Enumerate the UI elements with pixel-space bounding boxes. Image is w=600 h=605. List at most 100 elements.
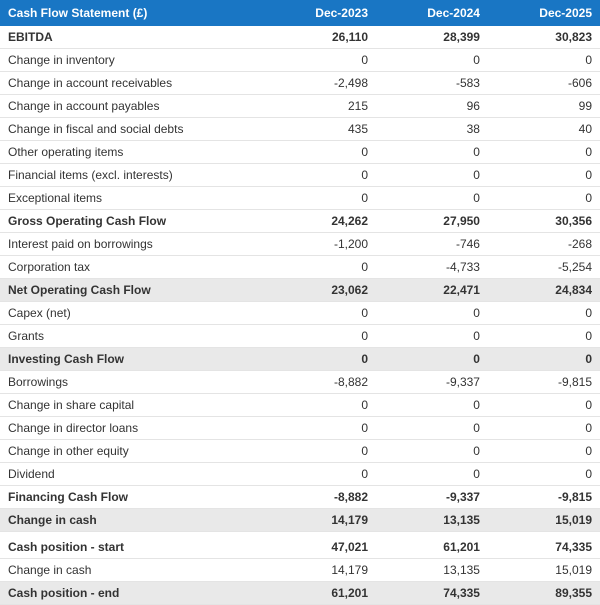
row-value: 23,062 <box>264 279 376 302</box>
row-value: -9,815 <box>488 486 600 509</box>
table-row: Change in account payables2159699 <box>0 95 600 118</box>
row-value: 27,950 <box>376 210 488 233</box>
row-label: Exceptional items <box>0 187 264 210</box>
row-value: 61,201 <box>376 536 488 559</box>
row-label: Change in other equity <box>0 440 264 463</box>
row-value: -268 <box>488 233 600 256</box>
table-row: Investing Cash Flow000 <box>0 348 600 371</box>
row-value: 0 <box>488 164 600 187</box>
row-value: 0 <box>264 394 376 417</box>
row-label: Change in director loans <box>0 417 264 440</box>
row-value: -1,200 <box>264 233 376 256</box>
table-row: Cash position - end61,20174,33589,355 <box>0 581 600 604</box>
row-value: 0 <box>264 302 376 325</box>
row-value: 0 <box>376 141 488 164</box>
row-value: 0 <box>488 417 600 440</box>
row-value: 24,834 <box>488 279 600 302</box>
row-value: 0 <box>488 463 600 486</box>
table-row: Capex (net)000 <box>0 302 600 325</box>
table-row: EBITDA26,11028,39930,823 <box>0 26 600 49</box>
table-row: Change in cash14,17913,13515,019 <box>0 509 600 532</box>
row-label: Change in inventory <box>0 49 264 72</box>
row-value: -5,254 <box>488 256 600 279</box>
row-value: 14,179 <box>264 509 376 532</box>
row-label: Change in account receivables <box>0 72 264 95</box>
row-value: 0 <box>376 463 488 486</box>
table-row: Other operating items000 <box>0 141 600 164</box>
row-label: Grants <box>0 325 264 348</box>
row-value: 435 <box>264 118 376 141</box>
row-value: -8,882 <box>264 486 376 509</box>
row-value: 0 <box>376 325 488 348</box>
row-value: 28,399 <box>376 26 488 49</box>
table-row: Change in cash14,17913,13515,019 <box>0 558 600 581</box>
row-value: 89,355 <box>488 581 600 604</box>
row-value: 0 <box>376 417 488 440</box>
table-row: Cash position - start47,02161,20174,335 <box>0 536 600 559</box>
row-value: -9,815 <box>488 371 600 394</box>
row-value: 0 <box>264 256 376 279</box>
row-value: 0 <box>376 49 488 72</box>
row-value: -8,882 <box>264 371 376 394</box>
table-row: Interest paid on borrowings-1,200-746-26… <box>0 233 600 256</box>
row-value: 38 <box>376 118 488 141</box>
row-value: -9,337 <box>376 371 488 394</box>
row-value: 13,135 <box>376 509 488 532</box>
table-row: Change in share capital000 <box>0 394 600 417</box>
row-label: Change in account payables <box>0 95 264 118</box>
row-value: 40 <box>488 118 600 141</box>
table-header-row: Cash Flow Statement (£) Dec-2023 Dec-202… <box>0 0 600 26</box>
table-row: Financing Cash Flow-8,882-9,337-9,815 <box>0 486 600 509</box>
row-value: -2,498 <box>264 72 376 95</box>
header-title: Cash Flow Statement (£) <box>0 0 264 26</box>
table-row: Net Operating Cash Flow23,06222,47124,83… <box>0 279 600 302</box>
row-value: 0 <box>376 302 488 325</box>
row-label: Financial items (excl. interests) <box>0 164 264 187</box>
row-value: 74,335 <box>488 536 600 559</box>
row-value: 0 <box>488 302 600 325</box>
row-value: 30,356 <box>488 210 600 233</box>
table-row: Dividend000 <box>0 463 600 486</box>
row-label: Change in fiscal and social debts <box>0 118 264 141</box>
row-value: 96 <box>376 95 488 118</box>
row-value: 0 <box>264 187 376 210</box>
row-value: 47,021 <box>264 536 376 559</box>
table-row: Change in fiscal and social debts4353840 <box>0 118 600 141</box>
table-row: Gross Operating Cash Flow24,26227,95030,… <box>0 210 600 233</box>
row-value: 0 <box>264 440 376 463</box>
table-row: Borrowings-8,882-9,337-9,815 <box>0 371 600 394</box>
header-period-2: Dec-2025 <box>488 0 600 26</box>
row-value: -606 <box>488 72 600 95</box>
table-row: Financial items (excl. interests)000 <box>0 164 600 187</box>
row-value: 0 <box>488 348 600 371</box>
table-body: EBITDA26,11028,39930,823Change in invent… <box>0 26 600 604</box>
row-value: 0 <box>376 394 488 417</box>
row-value: 0 <box>264 348 376 371</box>
row-label: EBITDA <box>0 26 264 49</box>
row-value: 61,201 <box>264 581 376 604</box>
row-value: 15,019 <box>488 558 600 581</box>
header-period-0: Dec-2023 <box>264 0 376 26</box>
row-value: 0 <box>488 141 600 164</box>
table-row: Corporation tax0-4,733-5,254 <box>0 256 600 279</box>
row-value: -583 <box>376 72 488 95</box>
row-value: 15,019 <box>488 509 600 532</box>
row-label: Change in share capital <box>0 394 264 417</box>
row-label: Change in cash <box>0 558 264 581</box>
row-value: 0 <box>488 440 600 463</box>
row-value: -746 <box>376 233 488 256</box>
row-value: -9,337 <box>376 486 488 509</box>
row-value: 0 <box>488 325 600 348</box>
row-label: Cash position - end <box>0 581 264 604</box>
row-label: Cash position - start <box>0 536 264 559</box>
row-label: Investing Cash Flow <box>0 348 264 371</box>
row-value: 215 <box>264 95 376 118</box>
row-label: Corporation tax <box>0 256 264 279</box>
row-value: 0 <box>264 141 376 164</box>
row-label: Financing Cash Flow <box>0 486 264 509</box>
table-row: Exceptional items000 <box>0 187 600 210</box>
row-value: 74,335 <box>376 581 488 604</box>
row-label: Borrowings <box>0 371 264 394</box>
row-value: 0 <box>264 49 376 72</box>
row-value: 14,179 <box>264 558 376 581</box>
